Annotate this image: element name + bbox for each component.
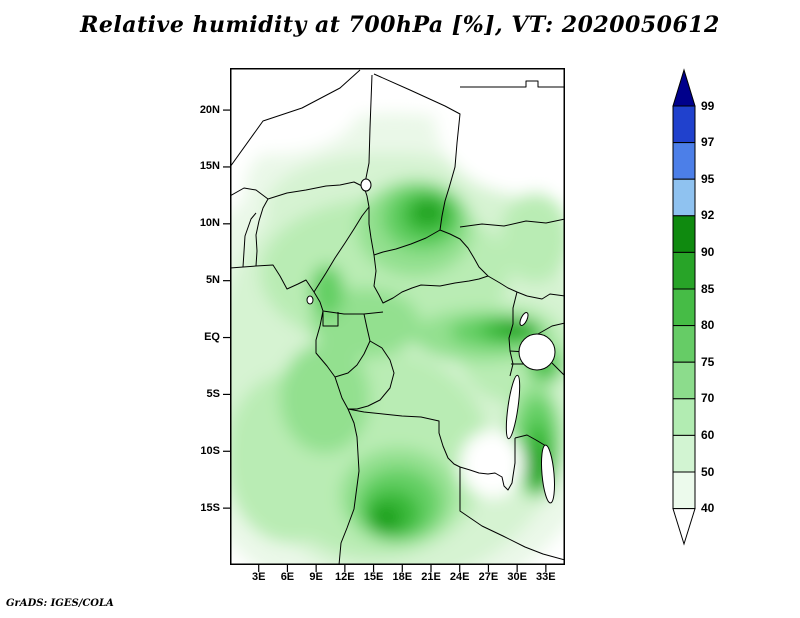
colorbar-tick-label: 70 (701, 391, 715, 406)
colorbar (672, 68, 696, 546)
colorbar-tick-label: 90 (701, 244, 715, 259)
colorbar-segment (672, 142, 696, 180)
lake-tanganyika (505, 374, 521, 440)
colorbar-segment (672, 361, 696, 400)
lat-tick-label: EQ (204, 331, 220, 344)
colorbar-tick-label: 50 (701, 464, 715, 479)
lon-tick-label: 15E (363, 571, 384, 583)
grads-credit: GrADS: IGES/COLA (6, 598, 114, 609)
lat-tick-label: 15S (200, 501, 220, 514)
lat-tick-label: 5N (205, 274, 220, 287)
bioko-island (306, 295, 314, 305)
lake-malawi (541, 444, 555, 504)
colorbar-tick-label: 92 (701, 208, 715, 223)
lake-chad (360, 178, 372, 192)
colorbar-segment (672, 471, 696, 510)
colorbar-segment (672, 398, 696, 436)
lon-tick-label: 27E (478, 571, 499, 583)
lat-tick-label: 15N (199, 160, 220, 173)
colorbar-arrow (672, 68, 696, 107)
lon-tick-label: 21E (421, 571, 441, 583)
lon-tick-label: 18E (392, 571, 413, 583)
lake-albert (519, 312, 529, 326)
colorbar-tick-label: 99 (701, 98, 715, 113)
lakes (306, 178, 556, 504)
colorbar-segment (672, 434, 696, 473)
lake-victoria (518, 333, 556, 371)
colorbar-tick-label: 80 (701, 318, 715, 333)
lon-tick-label: 24E (449, 571, 470, 583)
lon-tick-label: 6E (280, 571, 295, 583)
lat-tick-label: 5S (206, 387, 220, 400)
colorbar-arrow (672, 508, 696, 546)
lon-tick-label: 3E (251, 571, 266, 583)
colorbar-tick-label: 85 (701, 281, 715, 296)
colorbar-segment (672, 325, 696, 363)
colorbar-tick-label: 40 (701, 501, 715, 516)
colorbar-tick-label: 75 (701, 354, 715, 369)
map-canvas (230, 68, 565, 565)
lon-tick-label: 30E (507, 571, 527, 583)
colorbar-segment (672, 105, 696, 144)
lon-tick-label: 12E (335, 571, 355, 583)
map-frame (230, 68, 565, 565)
lat-tick-label: 10N (199, 217, 220, 230)
lat-tick-label: 20N (199, 103, 220, 116)
colorbar-tick-label: 95 (701, 171, 715, 186)
lon-tick-label: 9E (309, 571, 323, 583)
colorbar-segment (672, 288, 696, 327)
plot-title: Relative humidity at 700hPa [%], VT: 202… (80, 12, 720, 38)
lon-tick-label: 33E (536, 571, 556, 583)
colorbar-segment (672, 215, 696, 253)
colorbar-segment (672, 251, 696, 290)
colorbar-segment (672, 178, 696, 217)
colorbar-tick-label: 60 (701, 427, 715, 442)
humidity-shading-layer (230, 68, 565, 565)
lat-tick-label: 10S (200, 444, 220, 457)
colorbar-tick-label: 97 (701, 135, 715, 150)
